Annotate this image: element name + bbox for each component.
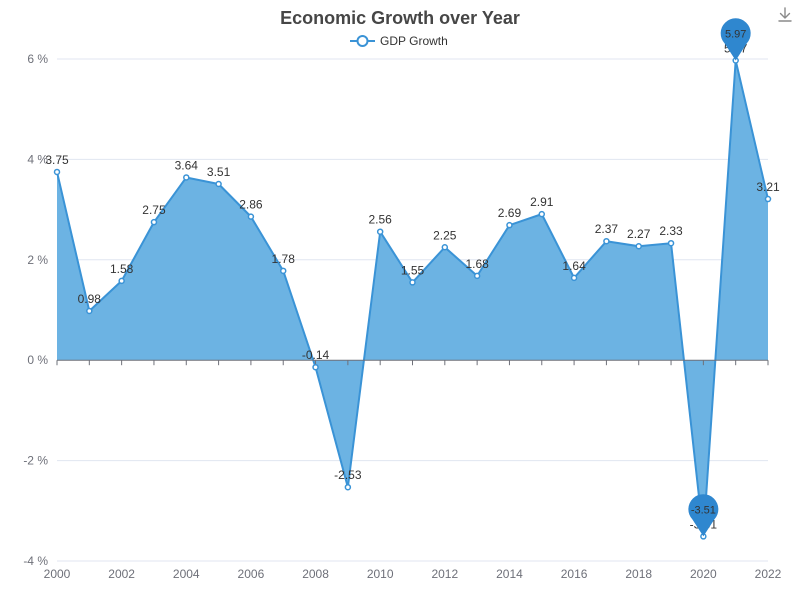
pin-marker-icon [688,494,719,537]
x-tick-label: 2022 [755,567,782,581]
area-layer [56,59,769,538]
data-label: 2.86 [239,198,263,212]
x-tick-label: 2016 [561,567,588,581]
data-point[interactable] [667,239,675,247]
data-label: 1.55 [401,263,425,277]
data-label: 3.21 [756,180,780,194]
data-point[interactable] [506,221,513,229]
data-label: 2.27 [627,227,651,241]
legend-label: GDP Growth [380,34,448,48]
min-pin[interactable]: -3.51 [688,494,719,537]
pin-label: -3.51 [691,504,716,516]
x-tick-label: 2010 [367,567,394,581]
data-point[interactable] [603,237,610,245]
y-tick-label: 0 % [27,353,48,367]
data-point[interactable] [279,267,287,275]
data-point[interactable] [247,213,255,220]
data-label: 1.64 [562,259,586,273]
x-tick-label: 2014 [496,567,523,581]
y-tick-label: 6 % [27,52,48,66]
data-label: 1.68 [465,257,489,271]
data-label: -0.14 [302,348,330,362]
data-point[interactable] [764,195,772,203]
x-tick-label: 2008 [302,567,329,581]
data-point[interactable] [376,228,384,235]
data-label: 2.91 [530,195,554,209]
data-label: 2.56 [369,213,393,227]
data-point[interactable] [53,168,61,176]
data-point[interactable] [183,174,190,181]
data-label: 2.33 [659,224,683,238]
chart-title: Economic Growth over Year [280,8,520,28]
data-label: 2.69 [498,206,522,220]
pin-label: 5.97 [725,29,746,41]
data-label: 3.64 [175,158,199,172]
data-point[interactable] [473,272,481,280]
data-label: 2.25 [433,228,457,242]
series-area [57,60,768,537]
data-point[interactable] [635,242,642,250]
data-point[interactable] [215,180,222,188]
x-tick-label: 2002 [108,567,135,581]
data-label: 3.51 [207,165,231,179]
data-point[interactable] [344,483,352,491]
data-point[interactable] [86,307,93,315]
x-tick-label: 2006 [238,567,265,581]
mark-pins: 5.97 -3.51 [688,18,751,537]
data-label: 0.98 [78,292,102,306]
max-pin[interactable]: 5.97 [720,18,751,61]
data-point[interactable] [441,244,449,251]
y-tick-label: -2 % [23,454,48,468]
y-tick-label: 2 % [27,253,48,267]
y-tick-label: 4 % [27,152,48,166]
pin-marker-icon [720,18,751,61]
x-tick-label: 2018 [625,567,652,581]
x-tick-label: 2012 [431,567,458,581]
data-point[interactable] [118,277,125,285]
x-tick-label: 2000 [44,567,71,581]
data-point[interactable] [312,363,319,371]
data-point[interactable] [409,279,416,286]
data-labels: 3.75 0.98 1.58 2.75 3.64 3.51 2.86 1.78 -0.14 -2.… [45,42,780,532]
x-tick-label: 2020 [690,567,717,581]
data-point[interactable] [538,210,546,218]
data-point[interactable] [150,218,158,226]
data-label: 1.58 [110,262,134,276]
data-label: 3.75 [45,153,69,167]
y-tick-label: -4 % [23,554,48,568]
data-label: 2.37 [595,222,619,236]
data-label: 2.75 [142,203,166,217]
x-tick-label: 2004 [173,567,200,581]
legend[interactable]: GDP Growth [350,34,448,48]
data-point[interactable] [570,274,578,282]
axes: -4 % -2 % 0 % 2 % 4 % 6 % 2000 2002 2004 2006 2008… [23,52,781,581]
legend-marker-icon [356,35,369,47]
data-label: 1.78 [272,252,296,266]
download-icon[interactable] [778,7,792,22]
data-label: -2.53 [334,468,362,482]
